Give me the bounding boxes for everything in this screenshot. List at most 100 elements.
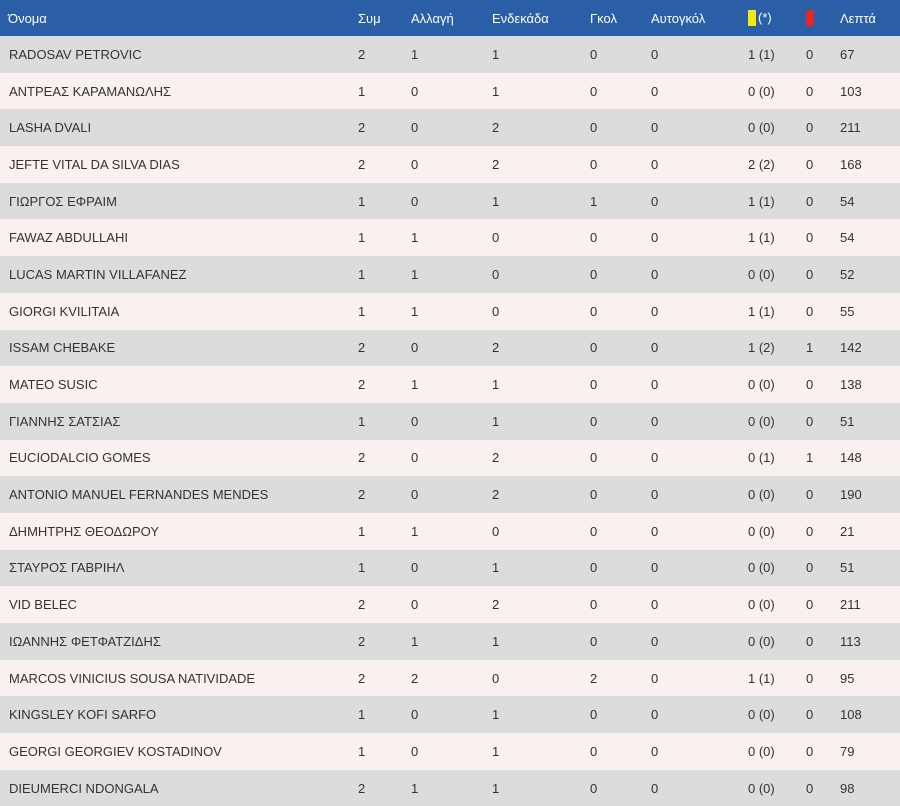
minutes-value: 51: [840, 560, 855, 576]
player-name[interactable]: ΑΝΤΡΕΑΣ ΚΑΡΑΜΑΝΩΛΗΣ: [9, 83, 172, 99]
substitute-value: 1: [411, 230, 419, 246]
minutes-value: 51: [840, 413, 855, 429]
player-name[interactable]: JEFTE VITAL DA SILVA DIAS: [9, 156, 180, 172]
player-name[interactable]: ΓΙΑΝΝΗΣ ΣΑΤΣΙΑΣ: [9, 413, 121, 429]
yellow-cards-value: 1 (1): [748, 303, 775, 319]
goals-value: 0: [590, 523, 598, 539]
red-cards-value: 1: [806, 340, 814, 356]
own-goals-value: 0: [651, 266, 659, 282]
minutes-value: 168: [840, 156, 862, 172]
player-name[interactable]: ΙΩΑΝΝΗΣ ΦΕΤΦΑΤΖΙΔΗΣ: [9, 633, 161, 649]
substitute-value: 2: [411, 670, 419, 686]
player-name[interactable]: ΔΗΜΗΤΡΗΣ ΘΕΟΔΩΡΟΥ: [9, 523, 159, 539]
player-name[interactable]: LASHA DVALI: [9, 120, 92, 136]
minutes-value: 211: [840, 120, 861, 136]
own-goals-value: 0: [651, 597, 659, 613]
header-starting[interactable]: Ενδεκάδα: [492, 10, 549, 26]
red-cards-value: 0: [806, 156, 814, 172]
substitute-value: 0: [411, 560, 419, 576]
player-name[interactable]: EUCIODALCIO GOMES: [9, 450, 151, 466]
appearances-value: 1: [358, 560, 366, 576]
minutes-value: 54: [840, 193, 855, 209]
starting-value: 0: [492, 266, 500, 282]
header-red-cards[interactable]: [806, 0, 840, 36]
table-row: ISSAM CHEBAKE 2 0 2 0 0 1 (2) 1 142: [0, 329, 900, 367]
goals-value: 0: [590, 450, 598, 466]
player-name[interactable]: GEORGI GEORGIEV KOSTADINOV: [9, 743, 222, 759]
player-name[interactable]: MATEO SUSIC: [9, 377, 98, 393]
appearances-value: 1: [358, 193, 366, 209]
goals-value: 0: [590, 120, 598, 136]
own-goals-value: 0: [651, 633, 659, 649]
yellow-cards-value: 0 (0): [748, 120, 775, 136]
substitute-value: 0: [411, 707, 419, 723]
red-cards-value: 0: [806, 377, 814, 393]
header-appearances[interactable]: Συμ: [358, 10, 381, 26]
yellow-cards-value: 0 (0): [748, 707, 775, 723]
minutes-value: 79: [840, 743, 855, 759]
table-row: GIORGI KVILITAIA 1 1 0 0 0 1 (1) 0 55: [0, 292, 900, 330]
table-row: VID BELEC 2 0 2 0 0 0 (0) 0 211: [0, 586, 900, 623]
own-goals-value: 0: [651, 413, 659, 429]
player-name[interactable]: RADOSAV PETROVIC: [9, 46, 142, 62]
minutes-value: 55: [840, 303, 855, 319]
own-goals-value: 0: [651, 780, 659, 796]
minutes-value: 142: [840, 340, 862, 356]
yellow-cards-value: 1 (1): [748, 670, 775, 686]
table-row: ANTONIO MANUEL FERNANDES MENDES 2 0 2 0 0 0 (0…: [0, 476, 900, 513]
red-card-icon: [806, 10, 814, 27]
player-name[interactable]: ISSAM CHEBAKE: [9, 340, 116, 356]
starting-value: 1: [492, 46, 500, 62]
own-goals-value: 0: [651, 743, 659, 759]
own-goals-value: 0: [651, 193, 659, 209]
table-row: LUCAS MARTIN VILLAFANEZ 1 1 0 0 0 0 (0) 0 52: [0, 256, 900, 293]
own-goals-value: 0: [651, 46, 659, 62]
goals-value: 0: [590, 46, 598, 62]
substitute-value: 1: [411, 780, 419, 796]
yellow-cards-value: 0 (0): [748, 83, 775, 99]
yellow-card-suffix: (*): [758, 9, 772, 25]
red-cards-value: 0: [806, 120, 814, 136]
player-name[interactable]: MARCOS VINICIUS SOUSA NATIVIDADE: [9, 670, 256, 686]
substitute-value: 1: [411, 46, 419, 62]
player-name[interactable]: DIEUMERCI NDONGALA: [9, 780, 159, 796]
goals-value: 0: [590, 83, 598, 99]
player-name[interactable]: ΣΤΑΥΡΟΣ ΓΑΒΡΙΗΛ: [9, 560, 125, 576]
own-goals-value: 0: [651, 156, 659, 172]
minutes-value: 95: [840, 670, 855, 686]
appearances-value: 2: [358, 156, 366, 172]
table-row: DIEUMERCI NDONGALA 2 1 1 0 0 0 (0) 0 98: [0, 769, 900, 806]
header-goals[interactable]: Γκολ: [590, 10, 617, 26]
appearances-value: 2: [358, 487, 366, 503]
player-name[interactable]: VID BELEC: [9, 597, 77, 613]
own-goals-value: 0: [651, 83, 659, 99]
starting-value: 0: [492, 303, 500, 319]
red-cards-value: 0: [806, 743, 814, 759]
red-cards-value: 0: [806, 83, 814, 99]
own-goals-value: 0: [651, 340, 659, 356]
substitute-value: 0: [411, 413, 419, 429]
yellow-cards-value: 0 (0): [748, 780, 775, 796]
header-substitute[interactable]: Αλλαγή: [411, 10, 454, 26]
appearances-value: 2: [358, 120, 366, 136]
appearances-value: 1: [358, 83, 366, 99]
player-name[interactable]: ANTONIO MANUEL FERNANDES MENDES: [9, 487, 269, 503]
header-row: Όνομα Συμ Αλλαγή Ενδεκάδα Γκολ Αυτογκόλ …: [0, 0, 900, 36]
minutes-value: 67: [840, 46, 855, 62]
header-minutes[interactable]: Λεπτά: [840, 10, 876, 26]
header-own-goals[interactable]: Αυτογκόλ: [651, 10, 706, 26]
substitute-value: 1: [411, 377, 419, 393]
player-name[interactable]: GIORGI KVILITAIA: [9, 303, 120, 319]
table-row: ΙΩΑΝΝΗΣ ΦΕΤΦΑΤΖΙΔΗΣ 2 1 1 0 0 0 (0) 0 113: [0, 623, 900, 660]
header-yellow-cards[interactable]: (*): [748, 0, 806, 36]
table-row: JEFTE VITAL DA SILVA DIAS 2 0 2 0 0 2 (2) 0 168: [0, 146, 900, 183]
appearances-value: 1: [358, 743, 366, 759]
player-name[interactable]: LUCAS MARTIN VILLAFANEZ: [9, 266, 187, 282]
header-name[interactable]: Όνομα: [8, 10, 47, 26]
appearances-value: 1: [358, 413, 366, 429]
player-name[interactable]: ΓΙΩΡΓΟΣ ΕΦΡΑΙΜ: [9, 193, 117, 209]
red-cards-value: 0: [806, 597, 814, 613]
player-name[interactable]: KINGSLEY KOFI SARFO: [9, 707, 157, 723]
player-name[interactable]: FAWAZ ABDULLAHI: [9, 230, 128, 246]
